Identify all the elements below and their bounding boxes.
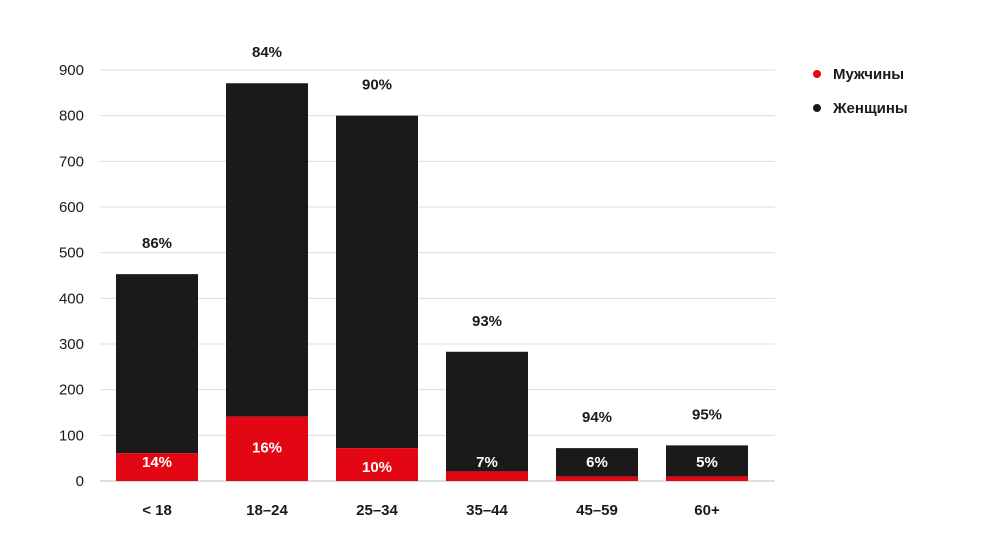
bar-label-men: 14% (142, 454, 172, 471)
bar-label-women: 94% (582, 409, 612, 426)
bar-men (556, 476, 638, 481)
y-tick-label: 200 (59, 382, 84, 399)
bar-label-women: 90% (362, 77, 392, 94)
bar-women (556, 448, 638, 477)
y-tick-label: 0 (76, 473, 84, 490)
legend-marker-men (813, 70, 821, 78)
bars: 86% 14% 84% 16% 90% 10% 93% 7% 94% 6% 95% 5% (116, 44, 748, 481)
bar-women (116, 274, 198, 454)
y-tick-label: 500 (59, 245, 84, 262)
x-category-label: 18–24 (246, 502, 288, 519)
bar-label-men: 5% (696, 454, 718, 471)
legend-item-women: Женщины (813, 100, 908, 117)
bar-women (666, 445, 748, 477)
bar-label-women: 86% (142, 235, 172, 252)
bar-label-men: 6% (586, 454, 608, 471)
gridlines (100, 69, 775, 482)
bar-label-men: 10% (362, 459, 392, 476)
y-tick-label: 900 (59, 62, 84, 79)
bar-label-men: 7% (476, 454, 498, 471)
y-tick-label: 800 (59, 108, 84, 125)
bar-women (336, 115, 418, 449)
legend-label-women: Женщины (832, 100, 908, 117)
x-axis-categories: < 18 18–24 25–34 35–44 45–59 60+ (142, 502, 720, 519)
bar-label-men: 16% (252, 440, 282, 457)
bar-men (666, 476, 748, 481)
x-category-label: 25–34 (356, 502, 398, 519)
x-category-label: 60+ (694, 502, 720, 519)
x-category-label: 45–59 (576, 502, 618, 519)
y-tick-label: 300 (59, 336, 84, 353)
bar-men (226, 416, 308, 481)
y-tick-label: 400 (59, 290, 84, 307)
bar-label-women: 84% (252, 44, 282, 61)
bar-men (446, 471, 528, 481)
x-category-label: < 18 (142, 502, 172, 519)
bar-women (446, 351, 528, 472)
bar-label-women: 95% (692, 406, 722, 423)
legend-marker-women (813, 104, 821, 112)
bar-label-women: 93% (472, 313, 502, 330)
legend-item-men: Мужчины (813, 66, 904, 83)
y-axis-ticks: 0 100 200 300 400 500 600 700 800 900 (59, 62, 84, 490)
y-tick-label: 600 (59, 199, 84, 216)
bar-women (226, 83, 308, 417)
y-tick-label: 100 (59, 427, 84, 444)
legend-label-men: Мужчины (833, 66, 904, 83)
bar-men (336, 448, 418, 481)
x-category-label: 35–44 (466, 502, 508, 519)
legend: Мужчины Женщины (813, 66, 908, 117)
y-tick-label: 700 (59, 153, 84, 170)
bar-men (116, 453, 198, 481)
